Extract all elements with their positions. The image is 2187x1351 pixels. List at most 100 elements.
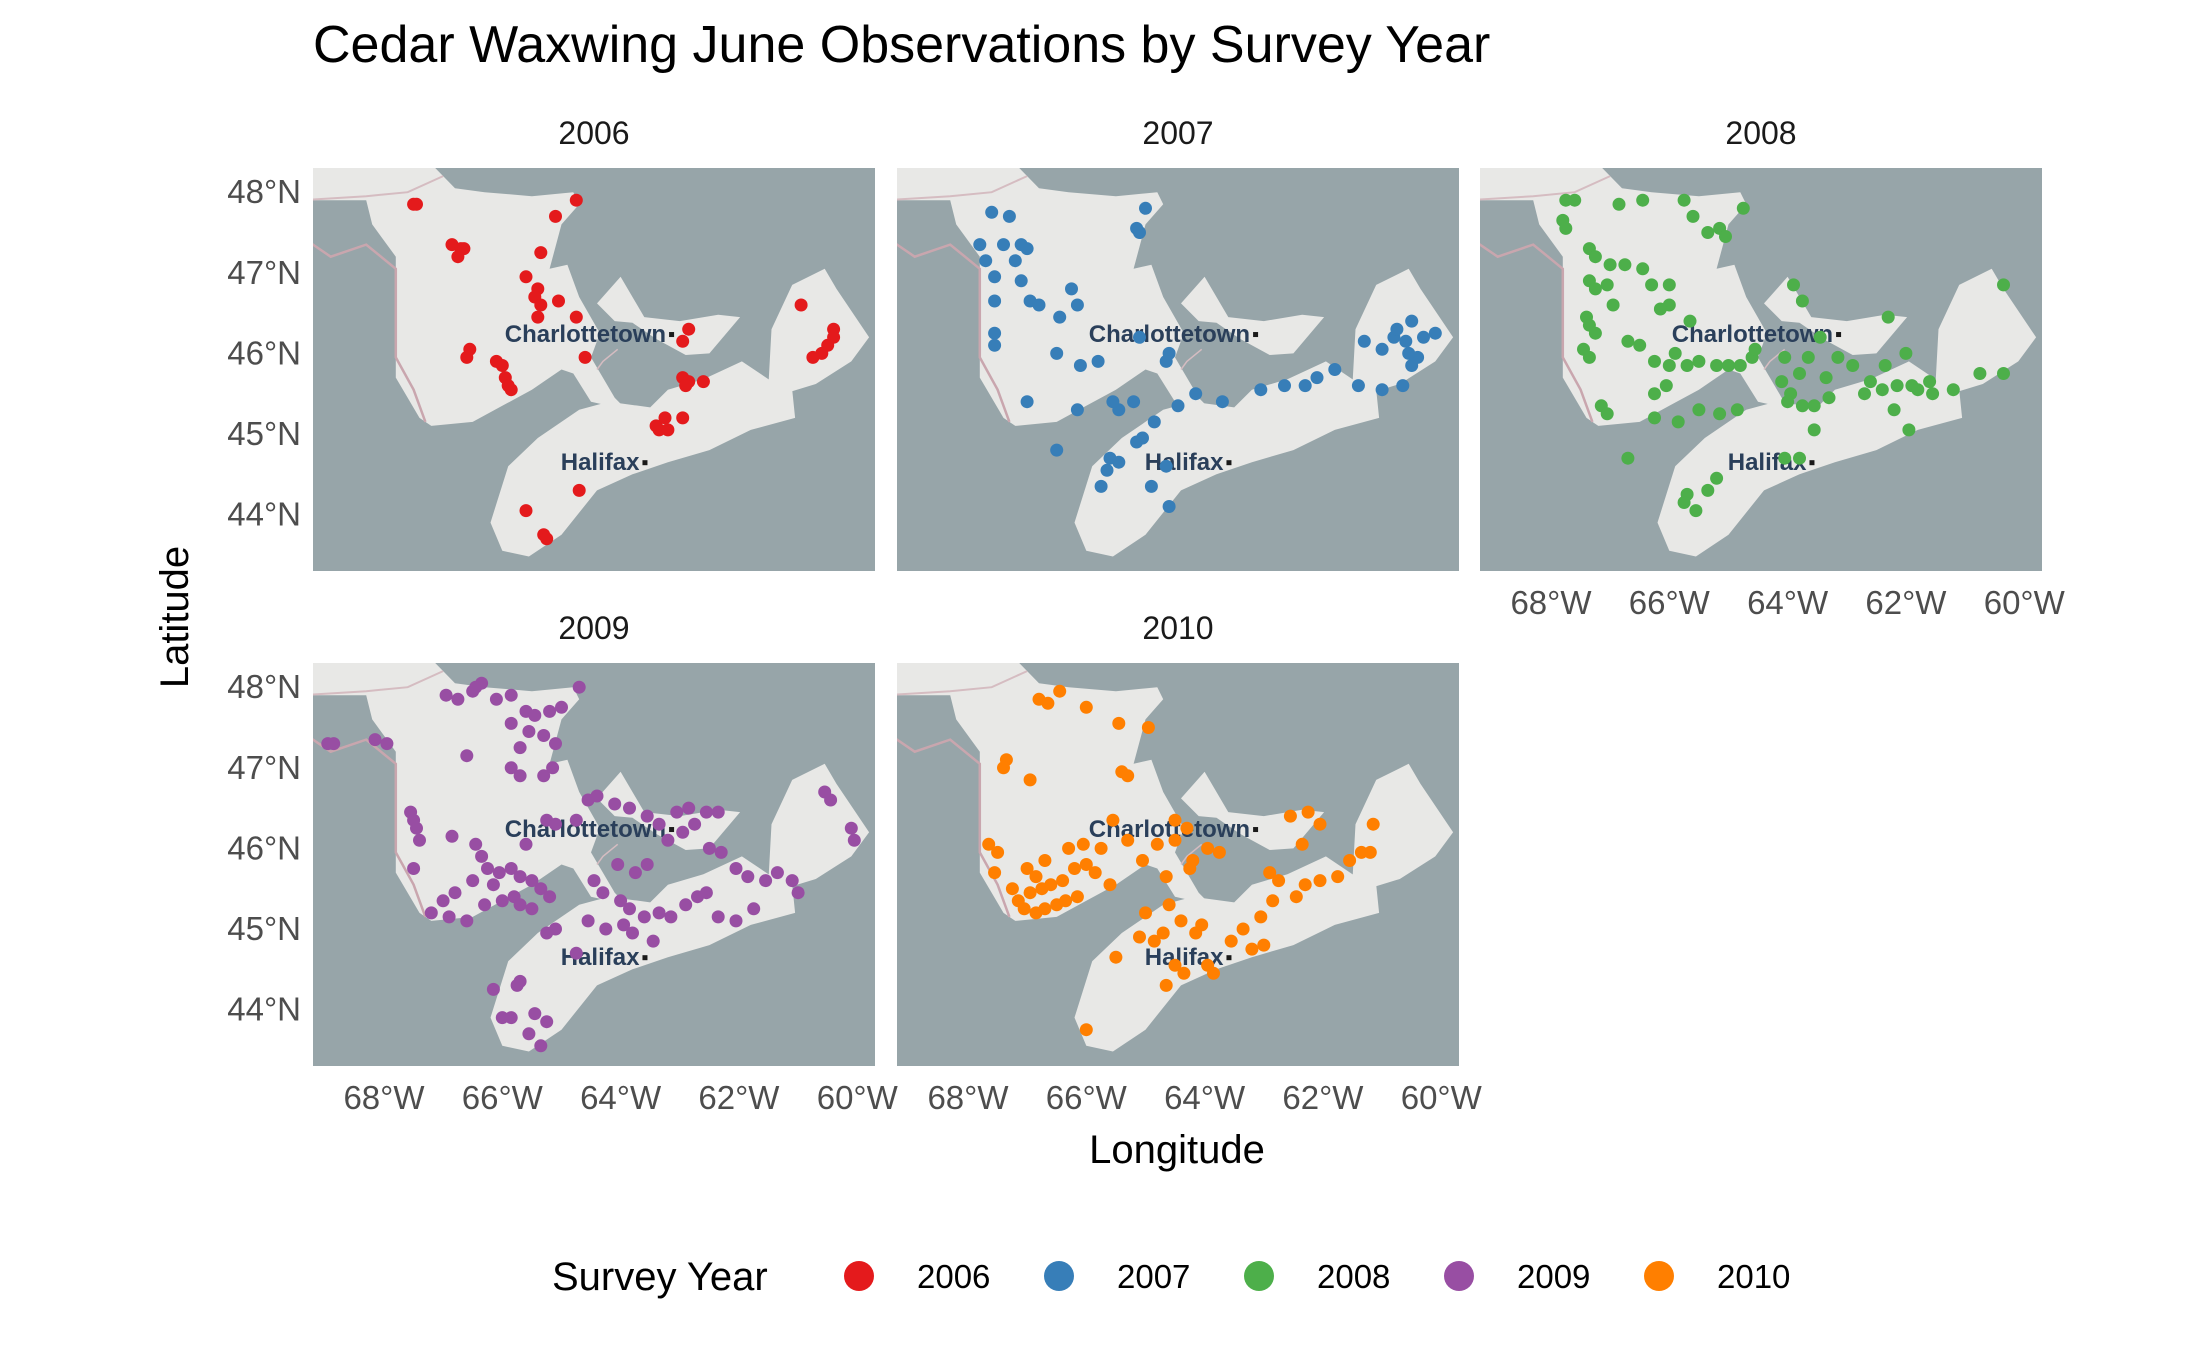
observation-point: [1032, 298, 1046, 312]
observation-point: [1070, 298, 1084, 312]
observation-point: [1331, 870, 1345, 884]
x-tick-label: 64°W: [1747, 584, 1829, 621]
border-line: [313, 670, 444, 696]
observation-point: [1313, 817, 1327, 831]
observation-point: [1588, 326, 1602, 340]
border-line: [1180, 348, 1203, 370]
observation-point: [407, 862, 421, 875]
border-line: [1480, 243, 1594, 423]
observation-point: [1109, 950, 1123, 964]
observation-point: [1713, 407, 1727, 421]
observation-point: [531, 310, 545, 324]
chart-title: Cedar Waxwing June Observations by Surve…: [313, 16, 1490, 74]
observation-point: [1091, 354, 1105, 368]
observation-point: [696, 375, 710, 389]
observation-point: [1621, 451, 1635, 465]
observation-point: [1174, 914, 1188, 928]
observation-point: [988, 294, 1002, 308]
observation-point: [824, 793, 838, 807]
observation-point: [1207, 966, 1220, 980]
observation-point: [481, 862, 494, 875]
observation-point: [1159, 870, 1173, 884]
panel-year-label: 2006: [558, 115, 629, 151]
observation-point: [682, 801, 696, 815]
observation-point: [469, 837, 483, 851]
map-panel: Charlottetown Halifax: [313, 168, 875, 571]
observation-point: [1793, 367, 1806, 380]
observation-point: [652, 906, 666, 920]
city-label: Halifax: [1145, 449, 1224, 476]
observation-point: [1141, 721, 1155, 734]
observation-point: [1402, 346, 1416, 360]
land-nova-scotia: [490, 856, 796, 1052]
observation-point: [1133, 330, 1146, 344]
observation-point: [486, 982, 500, 996]
observation-point: [495, 1011, 509, 1025]
city-marker: [642, 460, 648, 466]
observation-point: [1793, 451, 1806, 465]
observation-point: [1162, 898, 1176, 912]
observation-point: [1689, 504, 1703, 518]
observation-point: [1600, 278, 1614, 292]
legend-swatch: [1444, 1261, 1474, 1291]
observation-point: [1298, 379, 1312, 393]
observation-point: [525, 874, 539, 888]
observation-point: [513, 741, 527, 755]
y-tick-label: 46°N: [227, 334, 301, 371]
observation-point: [1890, 379, 1904, 393]
observation-point: [1313, 874, 1327, 888]
x-tick-label: 60°W: [817, 1079, 899, 1116]
observation-point: [1659, 379, 1673, 393]
observation-point: [1029, 870, 1043, 884]
observation-point: [1662, 359, 1676, 372]
y-tick-label: 44°N: [227, 496, 301, 533]
observation-point: [988, 866, 1002, 880]
y-tick-label: 45°N: [227, 910, 301, 947]
observation-point: [513, 769, 527, 783]
observation-point: [572, 680, 586, 694]
observation-point: [1686, 209, 1700, 223]
observation-point: [1062, 841, 1076, 855]
y-tick-label: 48°N: [227, 668, 301, 705]
observation-point: [546, 761, 560, 775]
observation-point: [1801, 350, 1815, 364]
observation-point: [611, 858, 625, 871]
observation-point: [1343, 854, 1357, 867]
y-tick-label: 47°N: [227, 254, 301, 291]
observation-point: [1189, 387, 1203, 401]
observation-point: [1997, 367, 2010, 380]
observation-point: [1618, 258, 1632, 272]
panel-year-label: 2010: [1142, 610, 1213, 646]
observation-point: [1787, 278, 1800, 292]
border-line: [596, 843, 619, 865]
observation-point: [1736, 201, 1750, 215]
observation-point: [569, 946, 583, 960]
observation-point: [1121, 769, 1135, 783]
land-cape-breton: [768, 268, 870, 393]
observation-point: [1748, 342, 1762, 356]
observation-point: [1612, 197, 1626, 211]
observation-point: [1212, 845, 1226, 859]
observation-point: [578, 350, 592, 364]
observation-point: [460, 914, 474, 928]
observation-point: [1351, 379, 1365, 393]
map-panel: Charlottetown Halifax: [897, 168, 1459, 571]
observation-point: [540, 926, 554, 940]
observation-point: [581, 914, 595, 928]
observation-point: [997, 761, 1010, 775]
observation-point: [652, 817, 666, 831]
observation-point: [670, 805, 684, 819]
observation-point: [1354, 845, 1368, 859]
observation-point: [534, 882, 548, 896]
observation-point: [661, 423, 675, 437]
observation-point: [1159, 978, 1173, 992]
city-marker: [1809, 460, 1815, 466]
observation-point: [985, 205, 999, 219]
observation-point: [537, 729, 551, 742]
observation-point: [1831, 350, 1845, 364]
city-marker: [1226, 955, 1232, 961]
observation-point: [1053, 684, 1067, 698]
y-tick-label: 45°N: [227, 415, 301, 452]
legend-item-label: 2010: [1717, 1258, 1790, 1295]
observation-point: [1112, 455, 1126, 469]
